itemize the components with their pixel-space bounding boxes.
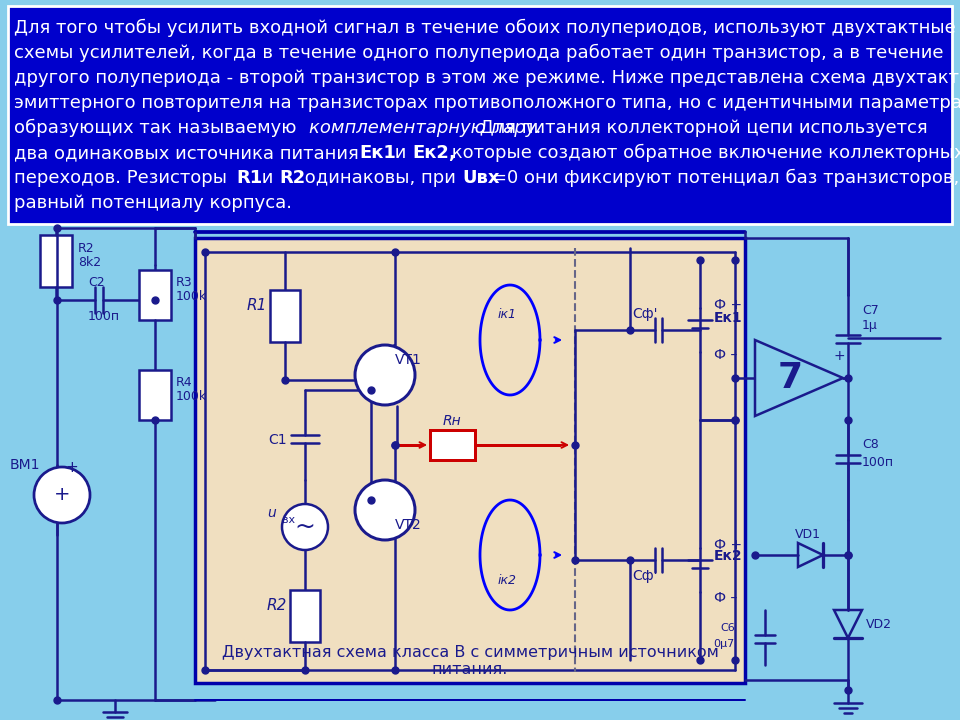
Text: другого полупериода - второй транзистор в этом же режиме. Ниже представлена схем: другого полупериода - второй транзистор … (14, 69, 960, 87)
Text: Для того чтобы усилить входной сигнал в течение обоих полупериодов, используют д: Для того чтобы усилить входной сигнал в … (14, 19, 956, 37)
Text: R1: R1 (236, 169, 262, 187)
Text: R1: R1 (247, 297, 267, 312)
Text: Rн: Rн (443, 414, 462, 428)
Text: Ф +: Ф + (714, 298, 742, 312)
Text: 100п: 100п (88, 310, 120, 323)
Text: и: и (256, 169, 285, 187)
Bar (139, 370, 171, 420)
Text: Ф +: Ф + (714, 538, 742, 552)
Text: переходов. Резисторы: переходов. Резисторы (14, 169, 238, 187)
Text: Ек1: Ек1 (359, 144, 396, 162)
Circle shape (282, 504, 328, 550)
Text: VD1: VD1 (795, 528, 821, 541)
Text: C6: C6 (720, 623, 735, 633)
Text: 7: 7 (778, 361, 803, 395)
Text: 0µ7: 0µ7 (713, 639, 735, 649)
Text: 100k: 100k (176, 289, 207, 302)
Text: которые создают обратное включение коллекторных: которые создают обратное включение колле… (446, 144, 960, 162)
Text: C7: C7 (862, 304, 878, 317)
Text: iк1: iк1 (498, 308, 517, 322)
Text: два одинаковых источника питания: два одинаковых источника питания (14, 144, 371, 162)
Text: +: + (54, 485, 70, 505)
Circle shape (355, 345, 415, 405)
Circle shape (34, 467, 90, 523)
Bar (430, 430, 475, 460)
Text: 100k: 100k (176, 390, 207, 402)
Text: R4: R4 (176, 376, 193, 389)
Text: Cф': Cф' (633, 307, 658, 321)
Text: Ф –: Ф – (714, 591, 737, 605)
Text: 100п: 100п (862, 456, 894, 469)
Text: Для питания коллекторной цепи используется: Для питания коллекторной цепи использует… (474, 119, 927, 137)
Text: вх: вх (282, 515, 295, 525)
Bar (40, 235, 72, 287)
Text: R2: R2 (267, 598, 287, 613)
Bar (290, 590, 320, 642)
Bar (270, 290, 300, 342)
Text: R2: R2 (78, 241, 95, 254)
Text: 8k2: 8k2 (78, 256, 101, 269)
Text: 1µ: 1µ (862, 320, 877, 333)
Text: и: и (389, 144, 418, 162)
Text: C1: C1 (269, 433, 287, 447)
Circle shape (355, 480, 415, 540)
Text: +: + (65, 461, 79, 475)
Bar (195, 238, 745, 683)
Text: VD2: VD2 (866, 618, 892, 631)
Bar (8, 6, 952, 224)
Text: C8: C8 (862, 438, 878, 451)
Text: равный потенциалу корпуса.: равный потенциалу корпуса. (14, 194, 292, 212)
Text: =0 они фиксируют потенциал баз транзисторов,: =0 они фиксируют потенциал баз транзисто… (492, 169, 959, 187)
Text: C2: C2 (88, 276, 105, 289)
Text: схемы усилителей, когда в течение одного полупериода работает один транзистор, а: схемы усилителей, когда в течение одного… (14, 44, 944, 62)
Bar (139, 270, 171, 320)
Text: VT2: VT2 (395, 518, 421, 532)
Text: комплементарную пару.: комплементарную пару. (309, 119, 542, 137)
Text: Eк2: Eк2 (714, 549, 743, 563)
Text: одинаковы, при: одинаковы, при (299, 169, 468, 187)
Text: R3: R3 (176, 276, 193, 289)
Text: Eк1: Eк1 (714, 311, 743, 325)
Text: Cф': Cф' (633, 569, 658, 583)
Text: BM1: BM1 (10, 458, 40, 472)
Text: VT1: VT1 (395, 353, 421, 367)
Text: Uвх: Uвх (462, 169, 499, 187)
Polygon shape (755, 340, 843, 416)
Text: Ф –: Ф – (714, 348, 737, 362)
Text: Ек2,: Ек2, (412, 144, 456, 162)
Text: образующих так называемую: образующих так называемую (14, 119, 302, 137)
Text: +: + (833, 349, 845, 363)
Text: эмиттерного повторителя на транзисторах противоположного типа, но с идентичными : эмиттерного повторителя на транзисторах … (14, 94, 960, 112)
Text: R2: R2 (279, 169, 305, 187)
Text: ~: ~ (295, 515, 316, 539)
Text: $u$: $u$ (267, 506, 277, 520)
Text: Двухтактная схема класса В с симметричным источником
питания.: Двухтактная схема класса В с симметричны… (222, 645, 718, 678)
Text: iк2: iк2 (498, 574, 517, 587)
